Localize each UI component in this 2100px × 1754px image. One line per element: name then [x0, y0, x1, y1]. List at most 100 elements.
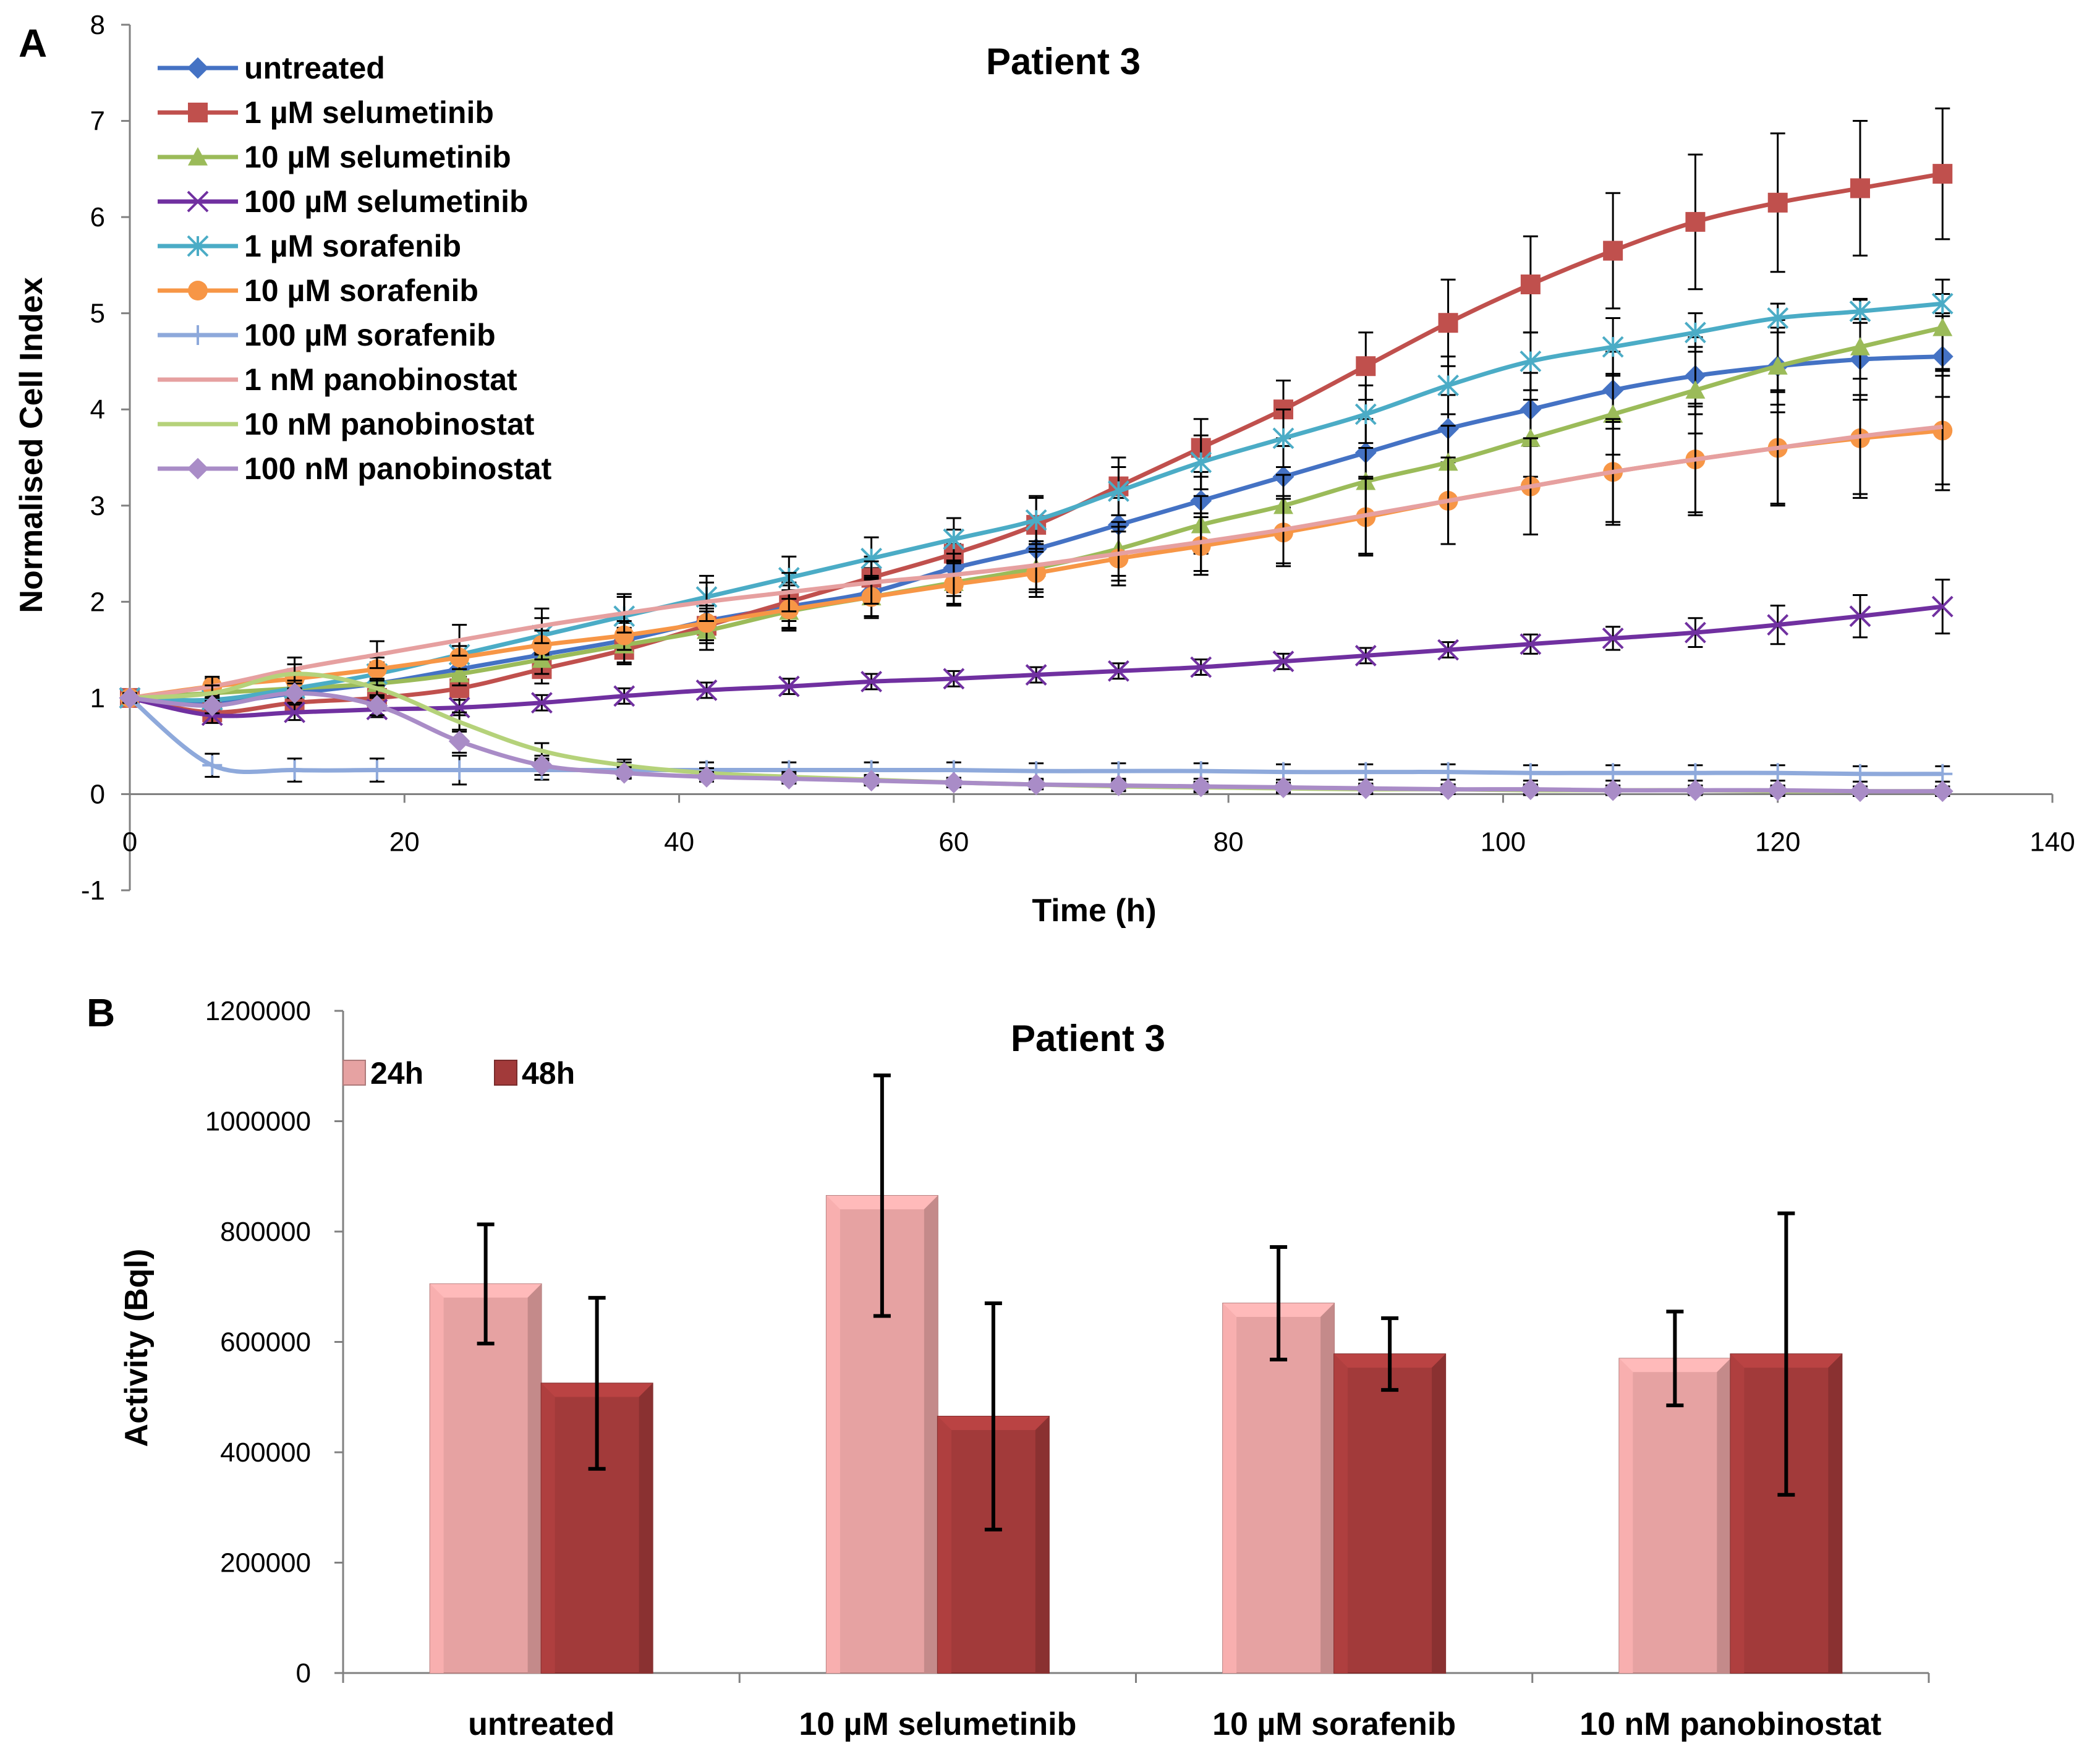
data-point — [1354, 403, 1377, 425]
data-point — [1850, 337, 1870, 355]
legend-item-100-nm-panobinostat: 100 nM panobinostat — [158, 451, 552, 486]
data-point — [449, 664, 470, 683]
bar-24h-10-um-sorafenib — [1222, 1245, 1335, 1674]
error-bar — [477, 1222, 495, 1346]
series-100-um-selumetinib — [119, 579, 1953, 726]
data-point — [1932, 164, 1953, 184]
data-point — [613, 685, 636, 707]
data-point — [943, 668, 965, 690]
panel-b-x-tick-label: untreated — [468, 1706, 614, 1742]
data-point — [1354, 645, 1377, 666]
data-point — [1767, 192, 1788, 213]
legend-marker-icon — [188, 281, 208, 300]
data-point — [1931, 292, 1953, 315]
panel-a-y-tick-label: 2 — [90, 587, 105, 617]
bar-48h-untreated — [540, 1296, 653, 1674]
legend-item-100-um-selumetinib: 100 µM selumetinib — [158, 184, 529, 219]
panel-a-y-tick-label: 6 — [90, 202, 105, 232]
panel-a-x-tick-label: 40 — [664, 827, 694, 857]
data-point — [695, 679, 718, 701]
error-bar — [1777, 1211, 1795, 1497]
data-point — [531, 692, 553, 714]
data-point — [943, 528, 965, 550]
legend-item-1-um-sorafenib: 1 µM sorafenib — [158, 229, 461, 263]
bar-left-bevel — [1223, 1303, 1237, 1673]
error-bar — [1381, 1316, 1399, 1392]
legend-marker-icon — [188, 147, 208, 166]
data-point — [1767, 779, 1789, 801]
error-bar — [873, 1073, 891, 1318]
data-point — [1685, 380, 1706, 399]
data-point — [532, 635, 552, 655]
panel-a-y-tick-label: 1 — [90, 683, 105, 713]
data-point — [119, 687, 141, 709]
data-point — [284, 760, 305, 780]
panel-b-y-tick-label: 1000000 — [205, 1107, 311, 1137]
data-point — [778, 768, 800, 790]
data-point — [1603, 241, 1623, 261]
data-point — [201, 694, 223, 717]
bar-24h-untreated — [429, 1222, 542, 1674]
bar-side-bevel — [1717, 1358, 1731, 1673]
legend-item-untreated: untreated — [158, 51, 385, 85]
bar-left-bevel — [541, 1383, 555, 1673]
data-point — [1850, 178, 1870, 198]
legend-item-10-nm-panobinostat: 10 nM panobinostat — [158, 407, 535, 441]
data-point — [1437, 639, 1459, 661]
data-point — [284, 701, 305, 723]
panel-a-x-tick-label: 100 — [1481, 827, 1526, 857]
panel-a-y-tick-label: 3 — [90, 491, 105, 521]
data-point — [1685, 211, 1706, 232]
error-bar — [1270, 1245, 1288, 1362]
error-bar — [1935, 368, 1950, 486]
data-point — [1767, 307, 1789, 329]
data-point — [1685, 621, 1706, 644]
bar-side-bevel — [1320, 1303, 1335, 1673]
legend-item-10-um-sorafenib: 10 µM sorafenib — [158, 273, 478, 308]
data-point — [1356, 356, 1376, 377]
legend-label: 1 µM sorafenib — [244, 229, 461, 263]
panel-a-series-group — [119, 107, 1953, 802]
data-point — [1272, 777, 1294, 798]
bar-body — [1333, 1353, 1447, 1674]
legend-item-100-um-sorafenib: 100 µM sorafenib — [158, 318, 496, 352]
panel-b-x-tick-label: 10 µM sorafenib — [1212, 1706, 1456, 1742]
error-bar — [984, 1301, 1002, 1531]
legend-marker-icon — [187, 57, 209, 79]
panel-b-y-tick-label: 1200000 — [205, 996, 311, 1026]
data-point — [1849, 605, 1871, 628]
data-point — [1108, 775, 1129, 796]
legend-item-1-um-selumetinib: 1 µM selumetinib — [158, 95, 494, 130]
data-point — [1767, 614, 1789, 636]
bar-left-bevel — [1730, 1354, 1745, 1673]
panel-a-letter: A — [19, 21, 47, 66]
data-point — [1354, 777, 1377, 799]
data-point — [367, 659, 387, 679]
bar-side-bevel — [527, 1284, 542, 1673]
panel-a-y-tick-label: 8 — [90, 10, 105, 40]
bar-side-bevel — [1035, 1416, 1049, 1673]
bar-body — [1222, 1303, 1335, 1674]
panel-b-bars-group — [429, 1073, 1843, 1674]
panel-a-y-tick-label: 0 — [90, 779, 105, 809]
data-point — [861, 770, 882, 792]
series-line-1-nm-panobinostat — [129, 424, 1943, 700]
panel-a-x-tick-label: 140 — [2030, 827, 2075, 857]
data-point — [1025, 664, 1047, 686]
data-point — [1849, 780, 1871, 802]
panel-a-y-tick-label: 7 — [90, 106, 105, 137]
data-point — [202, 755, 223, 775]
data-point — [778, 675, 800, 697]
data-point — [366, 694, 388, 717]
legend-label: untreated — [244, 51, 385, 85]
panel-b: B Patient 3 0 200000 400000 600000 800000 100… — [87, 990, 1930, 1742]
panel-a-x-tick-label: 60 — [938, 827, 969, 857]
data-point — [1602, 336, 1624, 358]
data-point — [613, 762, 636, 784]
legend-label: 10 µM sorafenib — [244, 273, 478, 308]
series-1-nm-panobinostat — [122, 368, 1950, 704]
bar-24h-10-um-selumetinib — [825, 1073, 938, 1674]
bar-left-bevel — [1619, 1358, 1633, 1673]
bar-side-bevel — [639, 1383, 653, 1673]
legend-marker-icon — [187, 458, 209, 480]
